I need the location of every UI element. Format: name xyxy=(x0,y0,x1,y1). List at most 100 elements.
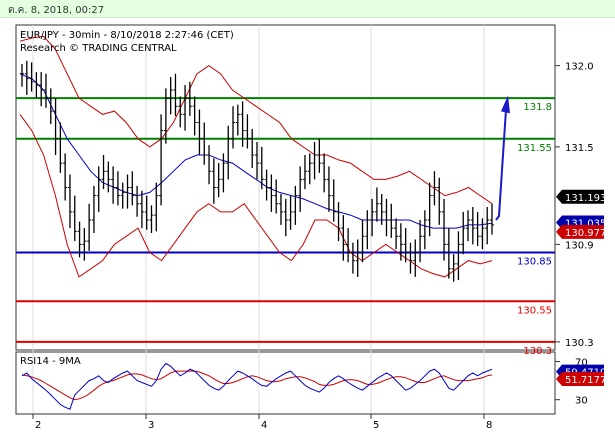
x-tick-label: 2 xyxy=(35,420,41,431)
price-bar xyxy=(427,182,432,237)
rsi-panel xyxy=(15,351,556,415)
price-bar xyxy=(466,210,471,242)
x-tick-label: 4 xyxy=(261,420,267,431)
top-status-bar: ต.ค. 8, 2018, 00:27 xyxy=(0,0,615,18)
price-bar xyxy=(87,203,92,251)
price-bar xyxy=(255,142,259,180)
support-resistance-levels: 131.8 131.55 130.85 130.55 130.3 xyxy=(16,97,555,357)
price-bar xyxy=(384,198,389,237)
projection-arrowhead xyxy=(501,95,510,114)
price-bar xyxy=(446,228,451,279)
price-bar xyxy=(183,85,188,131)
price-bar xyxy=(53,98,58,155)
price-bar xyxy=(72,195,77,242)
price-bar xyxy=(302,155,307,190)
price-bar xyxy=(29,62,34,92)
rsi-tick-label: 70 xyxy=(575,358,588,369)
x-tick-label: 3 xyxy=(148,420,154,431)
y-tick-label: 132.0 xyxy=(565,62,594,73)
price-bar xyxy=(211,158,216,204)
price-bar xyxy=(432,171,437,206)
price-bar xyxy=(207,145,212,185)
price-bar xyxy=(274,179,279,214)
price-bar xyxy=(331,179,336,222)
price-bar xyxy=(336,202,341,242)
price-bar xyxy=(67,174,72,229)
price-bar xyxy=(317,138,322,173)
price-bar xyxy=(355,239,360,277)
price-bar xyxy=(159,114,164,206)
price-tag-box xyxy=(556,224,604,239)
price-bar xyxy=(192,96,197,136)
y-tick-label: 130.3 xyxy=(565,338,594,349)
price-bar xyxy=(418,220,423,263)
price-bar xyxy=(307,153,312,185)
price-bar xyxy=(470,207,475,245)
price-tag: 130.977 xyxy=(556,224,606,239)
price-bar xyxy=(120,182,125,209)
projection-line xyxy=(495,109,507,221)
price-bar xyxy=(442,198,447,261)
price-bar xyxy=(403,228,408,263)
price-bar xyxy=(43,73,48,108)
price-bar xyxy=(106,161,111,193)
price-bar xyxy=(226,125,231,180)
price-bar xyxy=(490,203,494,235)
y-tick-label: 131.5 xyxy=(565,143,594,154)
price-bar xyxy=(240,101,245,147)
price-bar xyxy=(154,182,159,232)
price-bar xyxy=(350,242,355,274)
price-bar xyxy=(298,166,303,212)
price-bar xyxy=(135,185,140,217)
price-bar xyxy=(63,153,68,201)
price-bar xyxy=(322,153,327,193)
price-bar xyxy=(144,195,149,230)
price-bar xyxy=(341,215,346,261)
price-bar xyxy=(187,81,192,116)
price-tag-label: 131.035 xyxy=(565,218,606,229)
price-bar xyxy=(461,211,466,255)
price-bar xyxy=(346,228,351,263)
price-bar xyxy=(91,185,96,233)
price-tag-label: 130.977 xyxy=(565,228,606,239)
price-bar xyxy=(278,194,283,225)
price-bar xyxy=(283,198,288,237)
level-label: 130.85 xyxy=(517,257,552,268)
price-bar xyxy=(111,166,116,204)
price-bar xyxy=(168,77,173,115)
chart-subtitle: Research © TRADING CENTRAL xyxy=(20,43,177,54)
price-tag-label: 131.193 xyxy=(565,193,606,204)
price-bar xyxy=(394,218,399,250)
grid xyxy=(32,25,485,414)
level-label: 131.55 xyxy=(517,143,552,154)
rsi-indicator: 703059.471951.7177 xyxy=(21,358,606,410)
price-bars xyxy=(20,60,494,282)
price-panel xyxy=(15,24,556,351)
price-bar xyxy=(408,242,413,274)
price-tag: 131.193 xyxy=(556,189,606,204)
projection-arrow xyxy=(495,95,510,221)
rsi-tag: 51.7177 xyxy=(556,371,606,386)
price-bar xyxy=(24,60,29,95)
price-bar xyxy=(82,228,87,261)
level-label: 131.8 xyxy=(523,102,552,113)
rsi-tick-label: 30 xyxy=(575,396,588,407)
price-bar xyxy=(245,114,250,149)
timestamp: ต.ค. 8, 2018, 00:27 xyxy=(8,5,105,16)
price-bar xyxy=(235,104,240,136)
price-bar xyxy=(178,96,183,128)
price-bar xyxy=(475,211,480,246)
bollinger-upper xyxy=(19,35,493,205)
chart-title: EUR/JPY - 30min - 8/10/2018 2:27:46 (CET… xyxy=(20,30,234,41)
level-label: 130.3 xyxy=(523,346,552,357)
price-bar xyxy=(101,155,106,190)
price-bar xyxy=(149,205,154,233)
price-bar xyxy=(264,169,269,201)
price-bar xyxy=(221,153,226,193)
price-bar xyxy=(398,223,403,261)
price-bar xyxy=(202,122,207,165)
price-bar xyxy=(96,166,101,212)
price-bar xyxy=(269,174,274,212)
